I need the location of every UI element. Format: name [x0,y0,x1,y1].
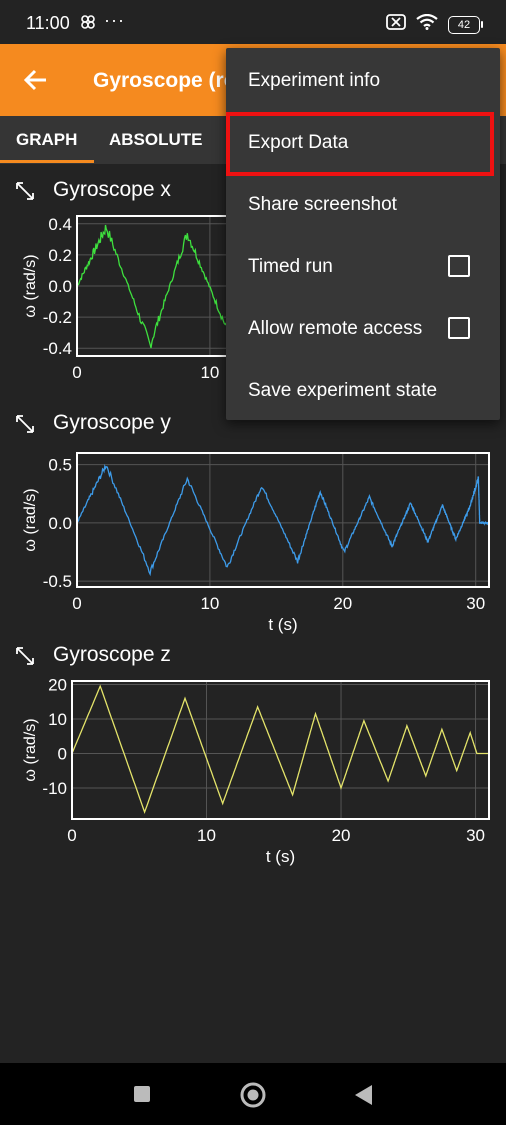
tab-absolute[interactable]: ABSOLUTE [109,130,203,149]
y-tick-label: 0.4 [48,215,72,234]
overflow-menu: Experiment info Export Data Share screen… [226,48,500,420]
y-tick-label: 0 [58,744,67,763]
x-tick-label: 0 [72,594,81,613]
expand-icon[interactable] [14,413,36,440]
y-tick-label: 0.0 [48,514,72,533]
series-line [76,463,490,577]
timed-run-checkbox[interactable] [448,255,470,277]
gyroscope-y-chart: 0 10 20 30 0.5 0.0 -0.5 t (s) ω (rad/s) [22,452,490,634]
y-axis-label: ω (rad/s) [22,488,39,551]
menu-item-share-screenshot[interactable]: Share screenshot [248,194,397,215]
menu-item-timed-run[interactable]: Timed run [248,256,333,277]
y-tick-label: 0.0 [48,277,72,296]
x-axis-label: t (s) [266,847,295,866]
x-tick-label: 10 [200,594,219,613]
gyroscope-z-chart: 0 10 20 30 20 10 0 -10 t (s) ω (rad/s) [22,675,490,866]
navigation-bar [0,1063,506,1125]
series-line [77,224,226,349]
chart-title-y: Gyroscope y [53,411,171,434]
remote-access-checkbox[interactable] [448,317,470,339]
menu-item-export-data[interactable]: Export Data [248,132,349,153]
notification-dots: ··· [104,10,125,30]
battery-icon: 42 [448,15,483,34]
menu-item-save-experiment-state[interactable]: Save experiment state [248,380,438,401]
fan-icon [80,14,96,35]
home-icon[interactable] [239,1081,267,1114]
x-tick-label: 0 [67,826,76,845]
y-tick-label: -0.5 [43,572,72,591]
recents-icon[interactable] [133,1085,151,1108]
y-tick-label: 0.2 [48,246,72,265]
series-line [71,684,489,815]
plot-frame [71,680,490,820]
wifi-icon [416,13,438,35]
x-tick-label: 20 [332,826,351,845]
plot-frame [76,452,490,588]
x-tick-label: 10 [200,363,219,382]
y-tick-label: -10 [42,779,67,798]
y-axis-label: ω (rad/s) [22,254,39,317]
x-tick-label: 10 [197,826,216,845]
y-tick-label: 20 [48,675,67,694]
sim-off-icon [386,14,406,35]
x-tick-label: 0 [72,363,81,382]
x-tick-label: 30 [466,594,485,613]
status-bar: 11:00 ··· 42 [0,0,506,44]
y-tick-label: 10 [48,710,67,729]
status-time: 11:00 [26,13,70,33]
y-tick-label: -0.4 [43,339,72,358]
y-tick-label: 0.5 [48,456,72,475]
x-tick-label: 30 [466,826,485,845]
x-axis-label: t (s) [268,615,297,634]
chart-title-z: Gyroscope z [53,643,171,666]
x-tick-label: 20 [333,594,352,613]
y-axis-label: ω (rad/s) [22,718,39,781]
back-icon[interactable] [352,1083,374,1112]
chart-title-x: Gyroscope x [53,178,171,201]
export-data-highlight [226,112,494,176]
back-arrow-icon[interactable] [22,66,50,99]
tab-graph[interactable]: GRAPH [16,130,78,149]
y-tick-label: -0.2 [43,308,72,327]
expand-icon[interactable] [14,180,36,207]
menu-item-allow-remote-access[interactable]: Allow remote access [248,318,423,339]
tab-indicator [0,160,94,163]
expand-icon[interactable] [14,645,36,672]
menu-item-experiment-info[interactable]: Experiment info [248,70,381,91]
